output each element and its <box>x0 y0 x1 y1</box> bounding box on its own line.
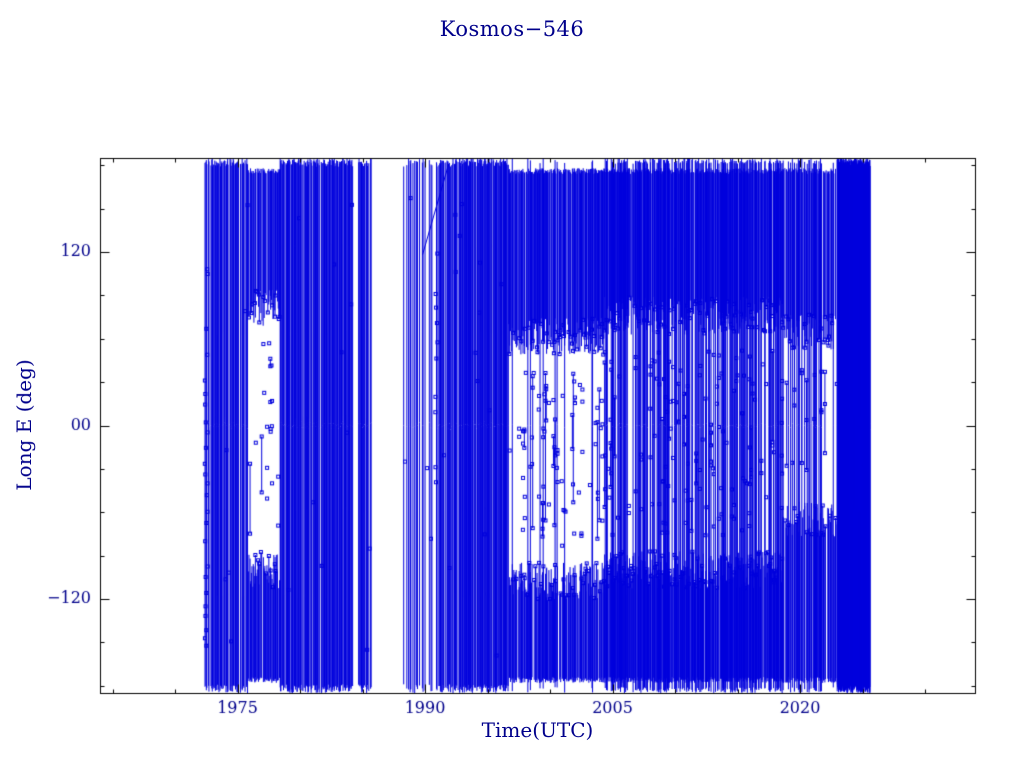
chart-title: Kosmos−546 <box>439 17 585 41</box>
y-axis-label: Long E (deg) <box>12 359 36 491</box>
x-axis-label: Time(UTC) <box>481 718 594 742</box>
